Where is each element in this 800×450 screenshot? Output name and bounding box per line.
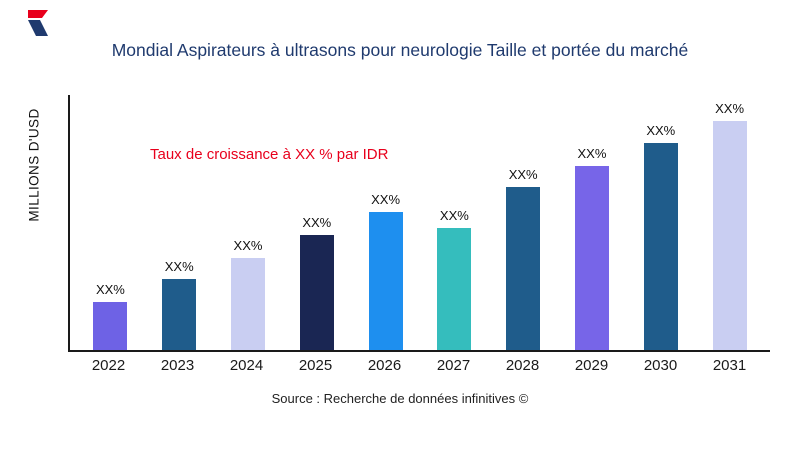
bar-column: XX% xyxy=(558,95,627,350)
x-tick-2022: 2022 xyxy=(91,357,126,374)
bar-value-label: XX% xyxy=(646,123,676,139)
y-axis-label: MILLIONS D'USD xyxy=(26,108,42,222)
bar-value-label: XX% xyxy=(508,167,538,183)
bar-value-label: XX% xyxy=(439,208,469,224)
bar-value-label: XX% xyxy=(95,281,125,297)
x-tick-2030: 2030 xyxy=(643,357,678,374)
bar-value-label: XX% xyxy=(233,238,263,254)
bar-value-label: XX% xyxy=(715,100,745,116)
bar-column: XX% xyxy=(76,95,145,350)
bar-2024 xyxy=(230,258,265,350)
bar-2026 xyxy=(368,212,403,350)
bar-column: XX% xyxy=(214,95,283,350)
x-tick-2027: 2027 xyxy=(436,357,471,374)
bar-value-label: XX% xyxy=(577,146,607,162)
x-tick-2023: 2023 xyxy=(160,357,195,374)
source-text: Source : Recherche de données infinitive… xyxy=(271,391,529,406)
bar-2027 xyxy=(437,228,472,350)
bar-column: XX% xyxy=(145,95,214,350)
x-tick-2025: 2025 xyxy=(298,357,333,374)
bar-2031 xyxy=(712,120,747,350)
x-tick-2029: 2029 xyxy=(574,357,609,374)
x-tick-2026: 2026 xyxy=(367,357,402,374)
x-ticks: 2022 2023 2024 2025 2026 2027 2028 2029 2030 2031 xyxy=(68,357,770,374)
bar-2025 xyxy=(299,235,334,350)
x-tick-2031: 2031 xyxy=(712,357,747,374)
bar-column: XX% xyxy=(489,95,558,350)
bar-column: XX% xyxy=(420,95,489,350)
bar-column: XX% xyxy=(351,95,420,350)
x-tick-2028: 2028 xyxy=(505,357,540,374)
growth-rate-annotation: Taux de croissance à XX % par IDR xyxy=(150,146,389,163)
bar-column: XX% xyxy=(282,95,351,350)
bar-value-label: XX% xyxy=(164,258,194,274)
bars: XX% XX% XX% XX% XX% XX% XX% XX% XX% XX% xyxy=(70,95,770,350)
bar-2022 xyxy=(93,301,128,350)
bar-value-label: XX% xyxy=(302,215,332,231)
bar-2029 xyxy=(574,166,609,350)
brand-logo-icon xyxy=(28,10,48,36)
chart-title: Mondial Aspirateurs à ultrasons pour neu… xyxy=(111,40,689,60)
bar-2023 xyxy=(162,278,197,350)
bar-2028 xyxy=(506,187,541,350)
bar-column: XX% xyxy=(626,95,695,350)
bar-value-label: XX% xyxy=(371,192,401,208)
x-tick-2024: 2024 xyxy=(229,357,264,374)
bar-column: XX% xyxy=(695,95,764,350)
bar-2030 xyxy=(643,143,678,350)
plot-area: XX% XX% XX% XX% XX% XX% XX% XX% XX% XX% xyxy=(68,95,770,352)
